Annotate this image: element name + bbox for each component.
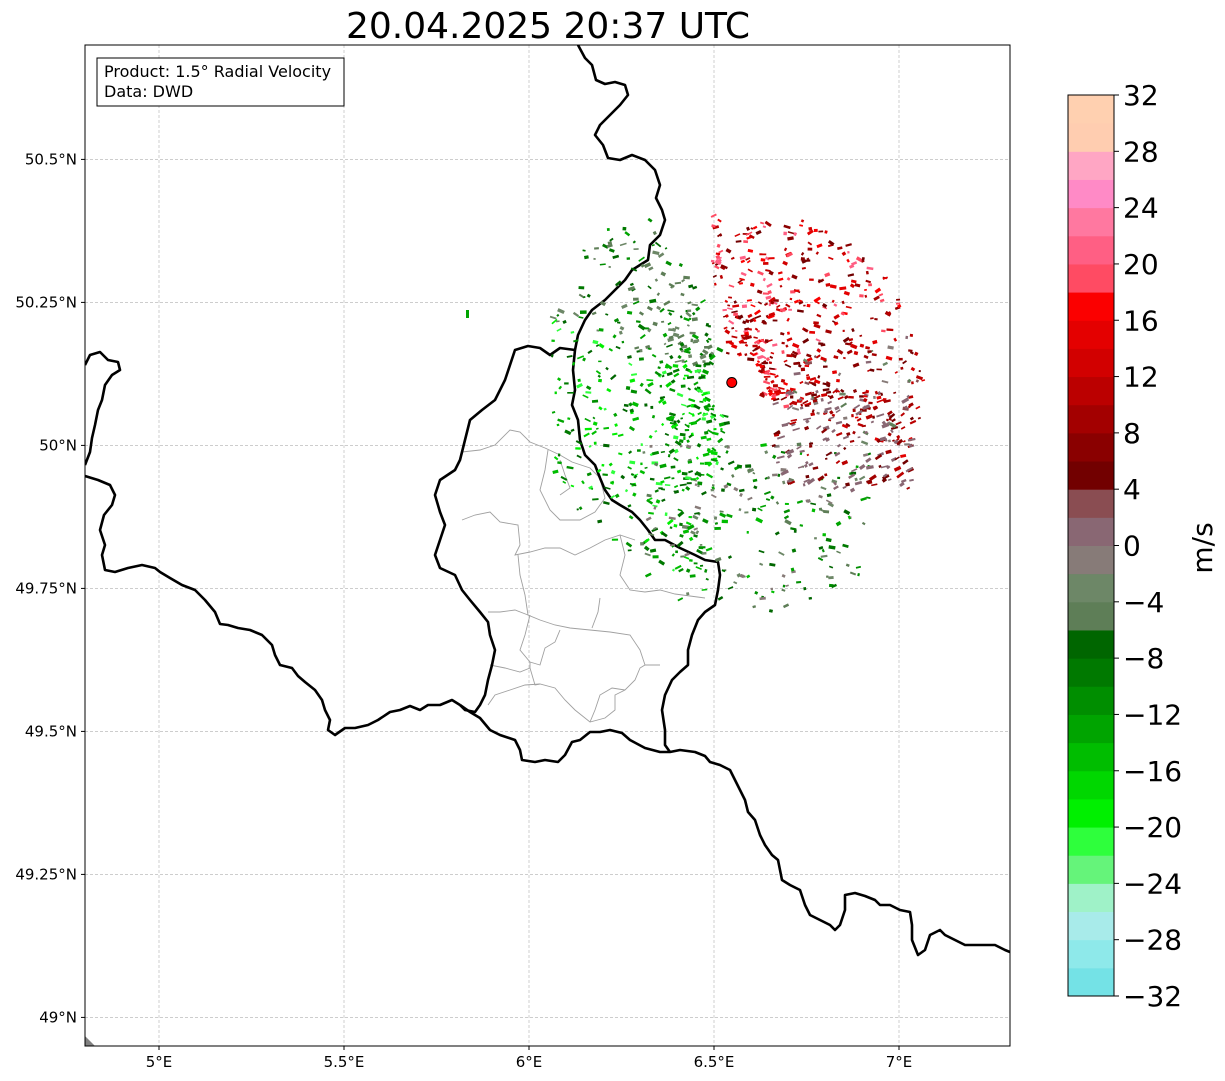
colorbar-segment [1068, 686, 1114, 715]
colorbar-tick-label: −32 [1123, 980, 1182, 1013]
lat-tick-label: 50.5°N [25, 150, 77, 168]
colorbar-segment [1068, 95, 1114, 124]
colorbar-segment [1068, 489, 1114, 518]
lon-tick-label: 7°E [886, 1053, 913, 1071]
info-box: Product: 1.5° Radial Velocity Data: DWD [96, 57, 345, 107]
colorbar-label: m/s [1186, 522, 1219, 573]
colorbar-segment [1068, 601, 1114, 631]
colorbar-tick-label: 0 [1123, 530, 1141, 563]
lat-tick-label: 49.25°N [15, 865, 77, 883]
colorbar-segment [1068, 123, 1114, 152]
figure-title: 20.04.2025 20:37 UTC [346, 6, 750, 47]
lat-tick-label: 49.75°N [15, 579, 77, 597]
colorbar-tick-label: 8 [1123, 417, 1141, 450]
colorbar-segment [1068, 461, 1114, 490]
colorbar-segment [1068, 376, 1114, 406]
colorbar-segment [1068, 770, 1114, 800]
radar-site-marker [726, 376, 738, 388]
corner-terrain-patch [85, 1036, 95, 1046]
colorbar-segment [1068, 263, 1114, 293]
canton-boundaries [461, 429, 706, 723]
lat-tick-label: 50.25°N [15, 293, 77, 311]
colorbar-segment [1068, 404, 1114, 434]
colorbar-segment [1068, 939, 1114, 969]
colorbar-tick-label: −4 [1123, 586, 1164, 619]
colorbar-segment [1068, 855, 1114, 884]
longitude-tick-labels: 5°E 5.5°E 6°E 6.5°E 7°E [146, 1046, 913, 1071]
lat-tick-label: 49.5°N [25, 722, 77, 740]
colorbar-segment [1068, 320, 1114, 349]
colorbar-segment [1068, 235, 1114, 265]
colorbar-segment [1068, 432, 1114, 462]
lon-tick-label: 5.5°E [324, 1053, 365, 1071]
colorbar-segment [1068, 827, 1114, 856]
colorbar-tick-label: −28 [1123, 924, 1182, 957]
lat-tick-label: 50°N [39, 436, 77, 454]
map-background [85, 45, 1010, 1046]
lon-tick-label: 5°E [146, 1053, 173, 1071]
colorbar-segment [1068, 545, 1114, 575]
colorbar-segment [1068, 151, 1114, 180]
colorbar-segment [1068, 714, 1114, 744]
map-frame [84, 44, 1011, 1047]
colorbar-segment [1068, 573, 1114, 603]
colorbar-tick-label: 24 [1123, 192, 1159, 225]
colorbar-segment [1068, 883, 1114, 913]
map-gridlines [85, 45, 1010, 1046]
colorbar [1068, 95, 1114, 997]
radar-velocity-echoes [466, 213, 926, 613]
colorbar-segment [1068, 629, 1114, 659]
colorbar-tick-label: 12 [1123, 361, 1159, 394]
colorbar-segment [1068, 348, 1114, 378]
colorbar-tick-labels: 32 28 24 20 16 12 8 4 0 −4 −8 −12 −16 −20 −24 −28 −32 [1114, 79, 1182, 1013]
colorbar-tick-label: −20 [1123, 811, 1182, 844]
info-data-source: Data: DWD [104, 82, 193, 101]
country-borders [85, 45, 1010, 957]
colorbar-segment [1068, 179, 1114, 209]
colorbar-tick-label: 4 [1123, 473, 1141, 506]
colorbar-segment [1068, 658, 1114, 687]
colorbar-segment [1068, 292, 1114, 321]
colorbar-segment [1068, 798, 1114, 828]
colorbar-tick-label: 28 [1123, 135, 1159, 168]
colorbar-segment [1068, 911, 1114, 941]
latitude-tick-labels: 50.5°N 50.25°N 50°N 49.75°N 49.5°N 49.25°N 49°… [15, 150, 85, 1026]
colorbar-segment [1068, 517, 1114, 546]
info-product: Product: 1.5° Radial Velocity [104, 62, 331, 81]
colorbar-segment [1068, 967, 1114, 997]
colorbar-tick-label: −24 [1123, 867, 1182, 900]
colorbar-tick-label: −12 [1123, 698, 1182, 731]
lon-tick-label: 6.5°E [694, 1053, 735, 1071]
lat-tick-label: 49°N [39, 1008, 77, 1026]
info-box-frame [96, 57, 345, 107]
colorbar-tick-label: −8 [1123, 642, 1164, 675]
lon-tick-label: 6°E [516, 1053, 543, 1071]
colorbar-tick-label: 20 [1123, 248, 1159, 281]
colorbar-tick-label: 16 [1123, 304, 1159, 337]
colorbar-tick-label: −16 [1123, 755, 1182, 788]
colorbar-tick-label: 32 [1123, 79, 1159, 112]
colorbar-segment [1068, 742, 1114, 772]
colorbar-segment [1068, 207, 1114, 237]
